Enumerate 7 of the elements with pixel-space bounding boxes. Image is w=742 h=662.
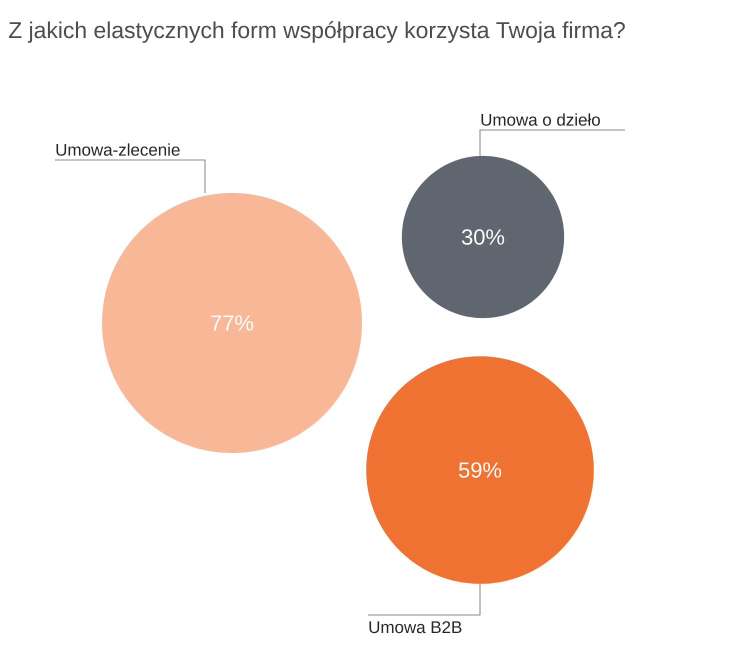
data-label: 59% [458, 462, 502, 478]
category-label: Umowa B2B [370, 621, 462, 634]
text: Z jakich elastycznych form współpracy korzysta Twoja firma? [8, 21, 625, 43]
category-label: Umowa-zlecenie [56, 143, 180, 156]
data-label: 30% [462, 229, 504, 245]
data-label: 77% [211, 315, 254, 331]
category-label: Umowa o dzieło [482, 113, 600, 126]
